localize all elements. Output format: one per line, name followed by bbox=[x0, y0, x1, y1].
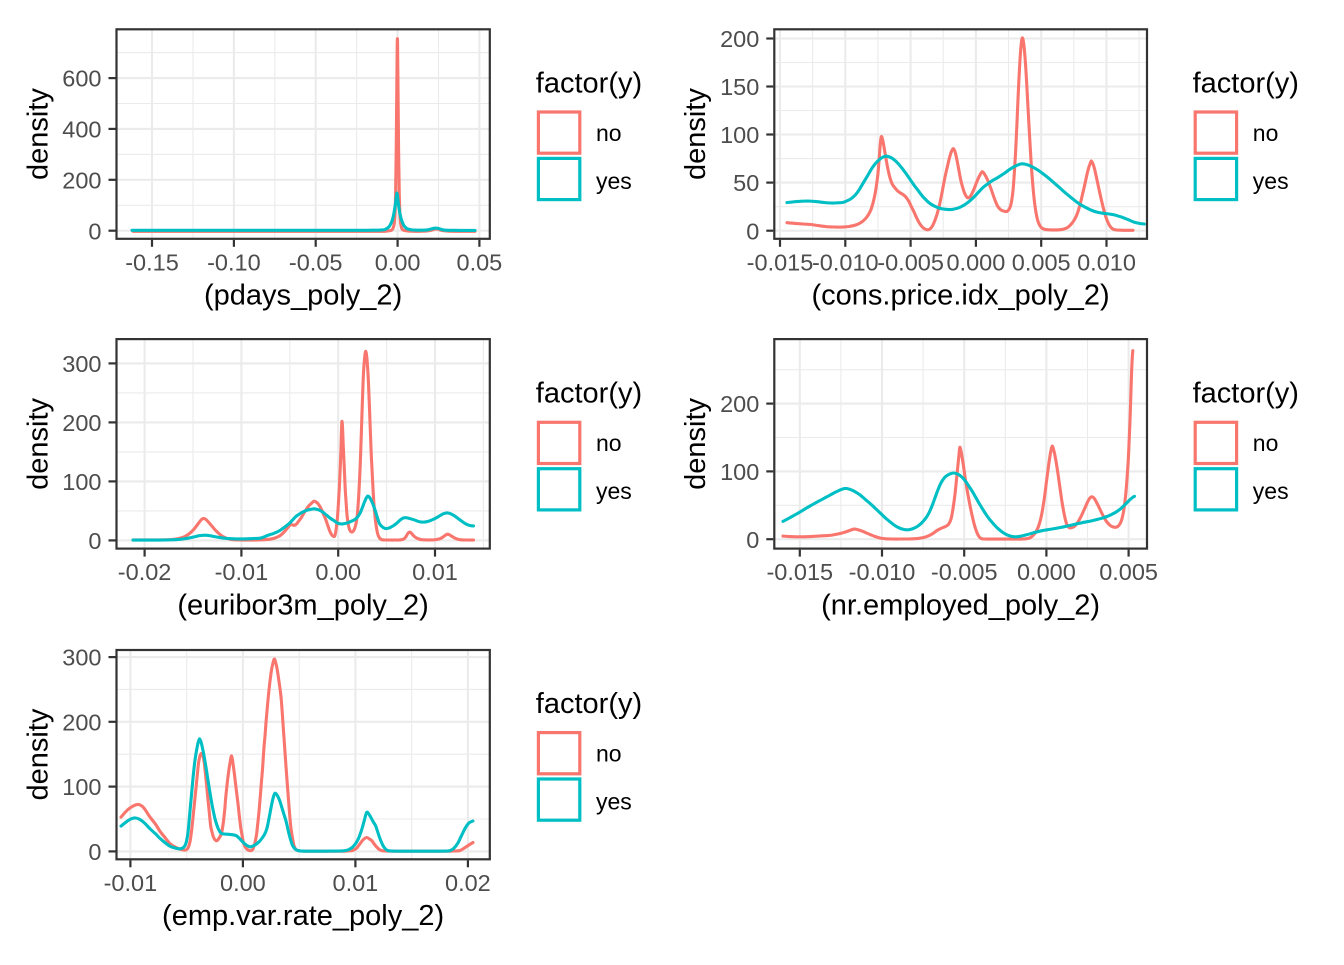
svg-text:-0.05: -0.05 bbox=[289, 249, 343, 275]
svg-text:0.00: 0.00 bbox=[375, 249, 421, 275]
svg-text:200: 200 bbox=[720, 391, 759, 417]
svg-text:(pdays_poly_2): (pdays_poly_2) bbox=[204, 280, 402, 312]
svg-text:-0.10: -0.10 bbox=[207, 249, 261, 275]
svg-text:0.010: 0.010 bbox=[1077, 249, 1136, 275]
svg-text:200: 200 bbox=[720, 26, 759, 52]
svg-text:factor(y): factor(y) bbox=[1193, 67, 1299, 99]
svg-text:0: 0 bbox=[746, 527, 759, 553]
svg-text:50: 50 bbox=[733, 170, 759, 196]
svg-text:(euribor3m_poly_2): (euribor3m_poly_2) bbox=[177, 589, 428, 621]
svg-text:0.005: 0.005 bbox=[1099, 559, 1158, 585]
svg-text:-0.15: -0.15 bbox=[125, 249, 179, 275]
svg-text:density: density bbox=[23, 88, 55, 180]
svg-text:0.000: 0.000 bbox=[946, 249, 1005, 275]
svg-text:100: 100 bbox=[720, 459, 759, 485]
svg-text:no: no bbox=[1253, 120, 1279, 146]
svg-text:yes: yes bbox=[1253, 478, 1289, 504]
svg-text:yes: yes bbox=[596, 168, 632, 194]
svg-text:no: no bbox=[596, 120, 622, 146]
svg-text:-0.010: -0.010 bbox=[849, 559, 916, 585]
svg-text:300: 300 bbox=[62, 351, 101, 377]
svg-text:yes: yes bbox=[596, 789, 632, 815]
svg-text:factor(y): factor(y) bbox=[536, 378, 642, 410]
svg-text:(emp.var.rate_poly_2): (emp.var.rate_poly_2) bbox=[162, 900, 444, 932]
svg-text:100: 100 bbox=[62, 774, 101, 800]
svg-text:300: 300 bbox=[62, 645, 101, 671]
svg-text:0.00: 0.00 bbox=[315, 559, 361, 585]
svg-text:density: density bbox=[680, 88, 712, 180]
svg-text:0: 0 bbox=[88, 218, 101, 244]
svg-text:0.000: 0.000 bbox=[1017, 559, 1076, 585]
svg-text:0.005: 0.005 bbox=[1012, 249, 1071, 275]
svg-text:factor(y): factor(y) bbox=[1193, 378, 1299, 410]
svg-text:yes: yes bbox=[1253, 168, 1289, 194]
svg-text:no: no bbox=[1253, 430, 1279, 456]
svg-text:-0.005: -0.005 bbox=[877, 249, 944, 275]
svg-text:200: 200 bbox=[62, 709, 101, 735]
svg-text:-0.01: -0.01 bbox=[104, 870, 158, 896]
svg-text:-0.005: -0.005 bbox=[931, 559, 998, 585]
svg-text:0.01: 0.01 bbox=[412, 559, 458, 585]
svg-text:100: 100 bbox=[62, 469, 101, 495]
svg-text:0.02: 0.02 bbox=[445, 870, 491, 896]
svg-text:-0.015: -0.015 bbox=[747, 249, 814, 275]
svg-text:0: 0 bbox=[88, 528, 101, 554]
svg-text:0.05: 0.05 bbox=[457, 249, 503, 275]
svg-text:density: density bbox=[23, 397, 55, 489]
svg-text:-0.01: -0.01 bbox=[215, 559, 269, 585]
svg-text:150: 150 bbox=[720, 74, 759, 100]
svg-text:-0.010: -0.010 bbox=[812, 249, 879, 275]
svg-text:100: 100 bbox=[720, 122, 759, 148]
svg-text:factor(y): factor(y) bbox=[536, 67, 642, 99]
svg-text:(nr.employed_poly_2): (nr.employed_poly_2) bbox=[821, 589, 1100, 621]
svg-text:-0.015: -0.015 bbox=[766, 559, 833, 585]
svg-text:yes: yes bbox=[596, 478, 632, 504]
svg-text:(cons.price.idx_poly_2): (cons.price.idx_poly_2) bbox=[811, 280, 1109, 312]
svg-text:200: 200 bbox=[62, 410, 101, 436]
svg-text:0.01: 0.01 bbox=[333, 870, 379, 896]
svg-text:200: 200 bbox=[62, 167, 101, 193]
svg-text:density: density bbox=[680, 397, 712, 489]
svg-text:0: 0 bbox=[746, 218, 759, 244]
svg-text:density: density bbox=[23, 708, 55, 800]
svg-text:factor(y): factor(y) bbox=[536, 688, 642, 720]
svg-text:0.00: 0.00 bbox=[220, 870, 266, 896]
svg-text:no: no bbox=[596, 430, 622, 456]
svg-text:-0.02: -0.02 bbox=[118, 559, 172, 585]
svg-text:0: 0 bbox=[88, 839, 101, 865]
svg-text:no: no bbox=[596, 741, 622, 767]
svg-text:600: 600 bbox=[62, 66, 101, 92]
svg-text:400: 400 bbox=[62, 117, 101, 143]
